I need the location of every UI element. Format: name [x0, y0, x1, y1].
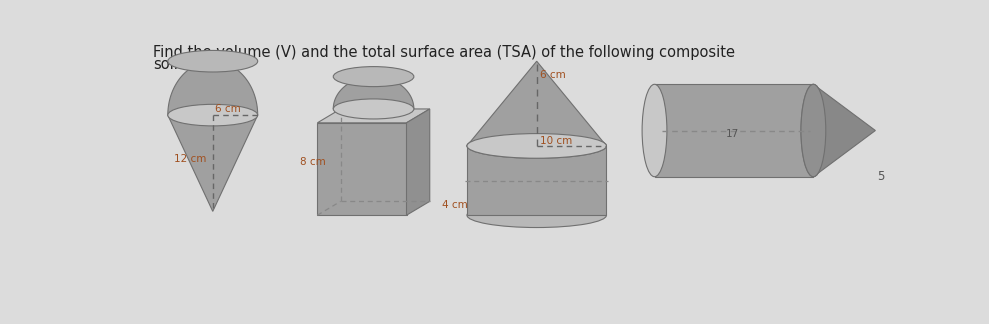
Ellipse shape: [642, 84, 667, 177]
Ellipse shape: [801, 84, 826, 177]
Ellipse shape: [467, 133, 606, 158]
Text: Find the volume (V) and the total surface area (TSA) of the following composite: Find the volume (V) and the total surfac…: [153, 45, 735, 60]
Ellipse shape: [801, 84, 826, 177]
Text: 8 cm: 8 cm: [301, 157, 326, 167]
Polygon shape: [317, 109, 430, 123]
Text: solids.: solids.: [153, 57, 200, 72]
Ellipse shape: [333, 99, 413, 119]
Text: 10 cm: 10 cm: [540, 136, 572, 146]
Polygon shape: [655, 84, 813, 177]
Polygon shape: [813, 84, 875, 177]
Ellipse shape: [168, 104, 258, 126]
Polygon shape: [467, 61, 606, 146]
Ellipse shape: [168, 51, 258, 72]
Text: 5: 5: [877, 170, 884, 183]
Ellipse shape: [467, 133, 606, 158]
Polygon shape: [168, 115, 258, 211]
Polygon shape: [317, 123, 406, 215]
Text: 17: 17: [726, 129, 739, 139]
Polygon shape: [168, 61, 258, 115]
Text: 4 cm: 4 cm: [442, 200, 468, 210]
Polygon shape: [406, 109, 430, 215]
Polygon shape: [467, 146, 606, 215]
Ellipse shape: [467, 203, 606, 227]
Text: 6 cm: 6 cm: [215, 104, 241, 114]
Text: 6 cm: 6 cm: [540, 70, 566, 80]
Text: 12 cm: 12 cm: [174, 154, 207, 164]
Ellipse shape: [333, 67, 413, 87]
Polygon shape: [333, 76, 413, 109]
